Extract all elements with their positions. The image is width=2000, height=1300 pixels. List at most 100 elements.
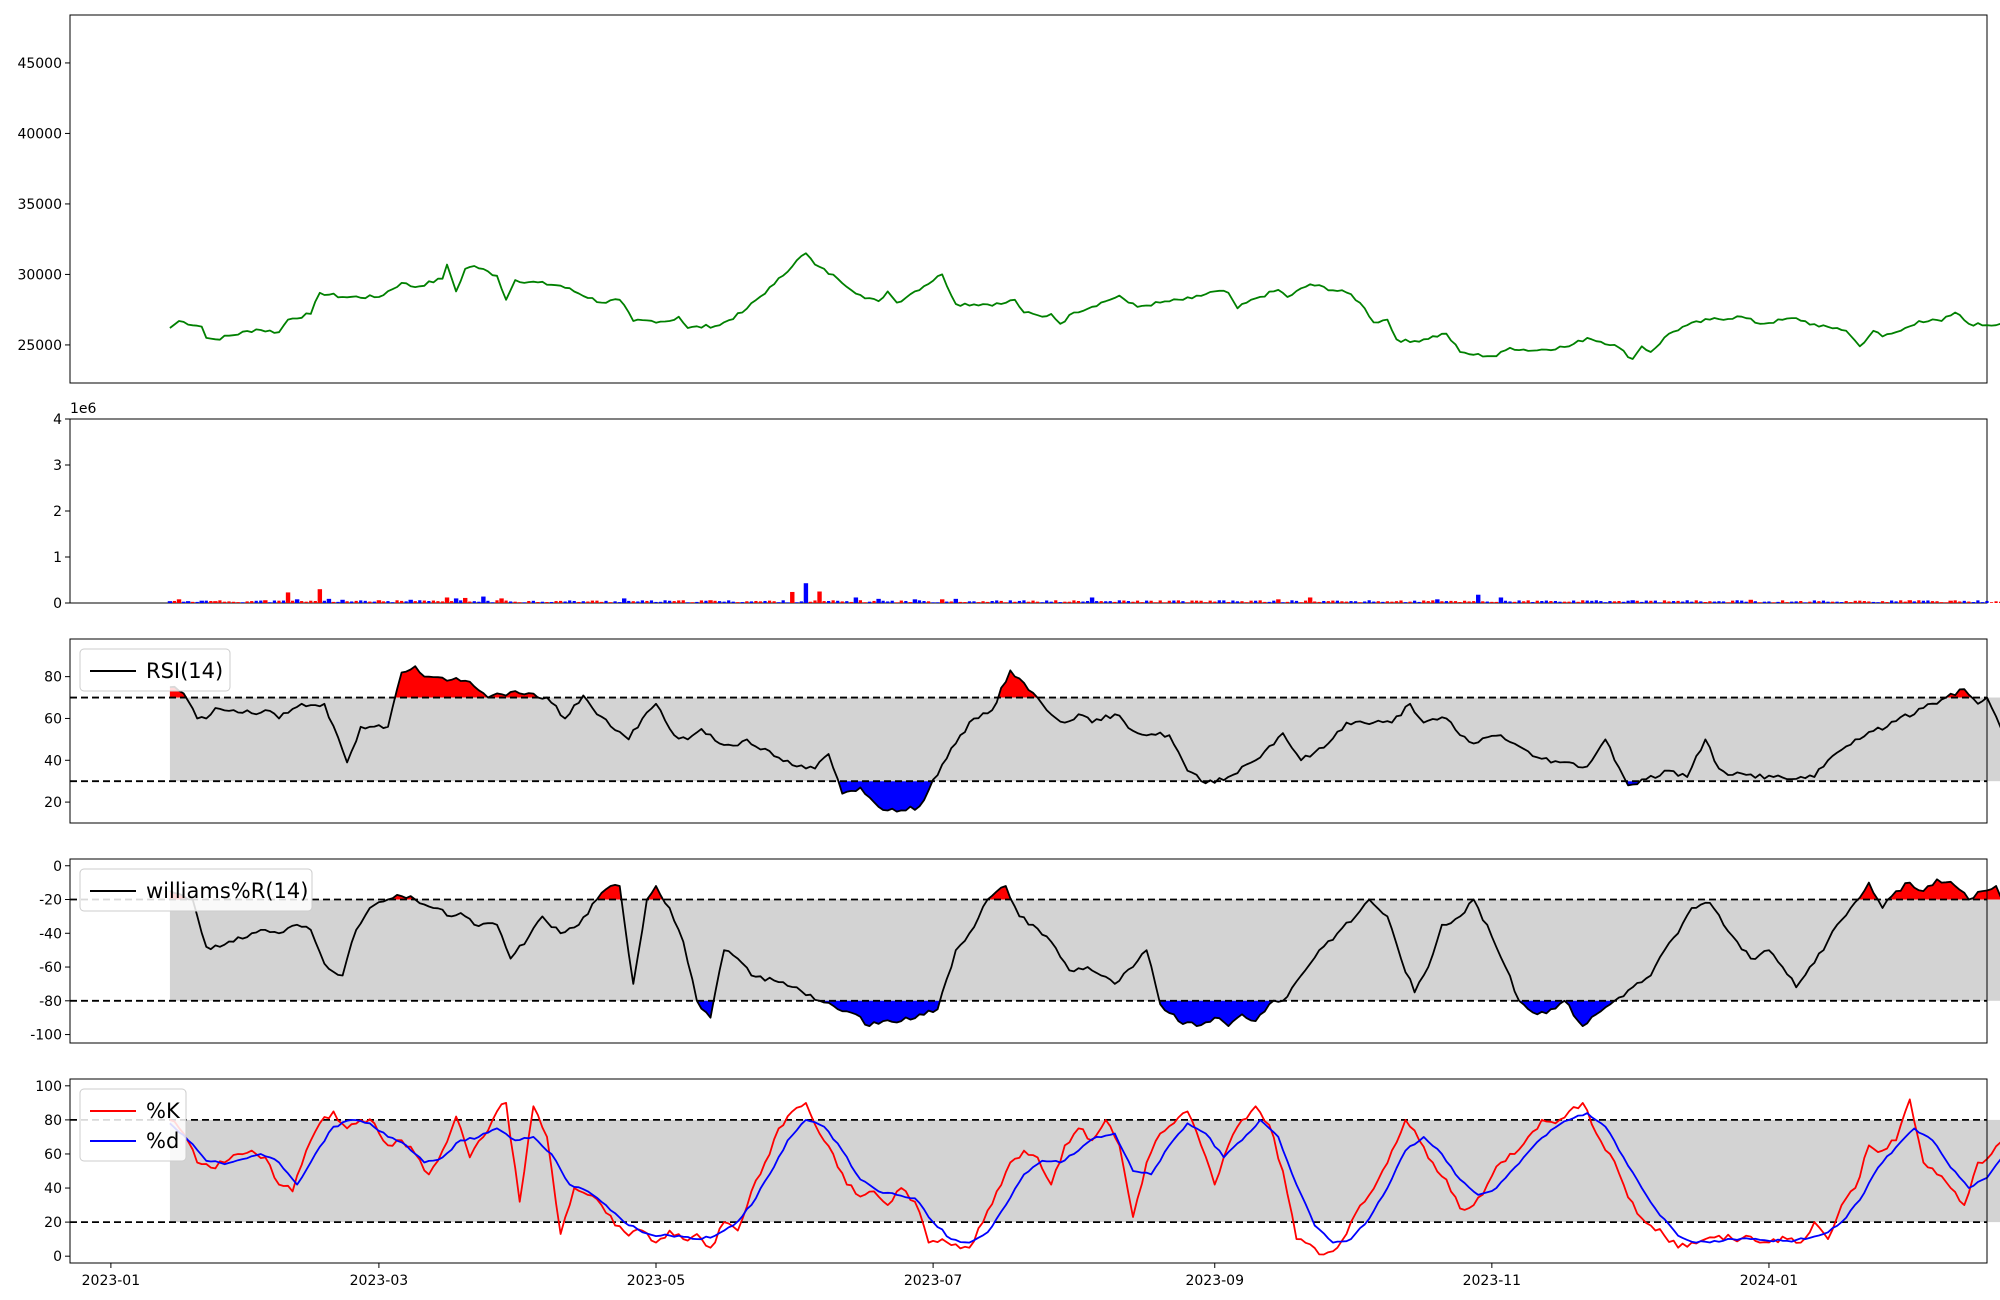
volume-bar bbox=[1040, 602, 1044, 603]
williams-legend-label: williams%R(14) bbox=[146, 879, 308, 903]
volume-bar bbox=[713, 600, 717, 603]
volume-bar bbox=[1526, 600, 1530, 603]
volume-bar bbox=[1853, 600, 1857, 603]
volume-bar bbox=[1626, 600, 1630, 603]
stochastic-legend-label: %d bbox=[146, 1129, 179, 1153]
volume-bar bbox=[931, 602, 935, 603]
volume-bar bbox=[822, 601, 826, 603]
volume-bar bbox=[1049, 601, 1053, 603]
volume-bar bbox=[1785, 602, 1789, 603]
volume-bar bbox=[1803, 602, 1807, 603]
volume-bar bbox=[1204, 602, 1208, 603]
volume-bar bbox=[904, 600, 908, 603]
volume-bar bbox=[926, 601, 931, 603]
volume-bar bbox=[1076, 601, 1081, 603]
stochastic-y-tick-label: 20 bbox=[44, 1215, 62, 1231]
volume-bar bbox=[1408, 601, 1412, 603]
volume-bar bbox=[326, 598, 332, 603]
volume-bar bbox=[1276, 599, 1281, 603]
williams-y-tick-label: -20 bbox=[39, 893, 62, 909]
volume-bar bbox=[1440, 601, 1444, 603]
volume-bar bbox=[781, 600, 785, 603]
volume-bar bbox=[586, 601, 590, 603]
volume-bar bbox=[1967, 601, 1971, 603]
price-y-tick-label: 35000 bbox=[17, 197, 62, 213]
volume-bar bbox=[1930, 601, 1935, 603]
volume-bar bbox=[640, 600, 644, 603]
volume-bar bbox=[549, 601, 554, 603]
volume-bar bbox=[1617, 601, 1621, 603]
volume-bar bbox=[1658, 602, 1662, 603]
volume-bar bbox=[1035, 601, 1040, 603]
volume-bar bbox=[876, 598, 881, 603]
volume-bar bbox=[1871, 601, 1876, 603]
x-tick-label: 2023-05 bbox=[627, 1273, 686, 1289]
volume-bar bbox=[1317, 601, 1321, 603]
volume-bar bbox=[1467, 601, 1471, 603]
volume-bar bbox=[250, 601, 254, 603]
volume-bar bbox=[672, 601, 676, 603]
volume-bar bbox=[1453, 601, 1458, 603]
volume-bar bbox=[604, 600, 608, 603]
volume-bar bbox=[1154, 602, 1158, 603]
volume-bar bbox=[958, 601, 962, 603]
volume-bar bbox=[376, 600, 382, 603]
volume-bar bbox=[827, 601, 831, 603]
volume-bar bbox=[1363, 601, 1367, 603]
volume-bar bbox=[1272, 600, 1276, 603]
volume-bar bbox=[504, 600, 508, 603]
volume-bar bbox=[1017, 600, 1022, 603]
volume-bar bbox=[1535, 600, 1539, 603]
volume-bar bbox=[1254, 600, 1258, 603]
volume-bar bbox=[536, 602, 540, 603]
volume-bar bbox=[1935, 601, 1939, 603]
volume-bar bbox=[1894, 601, 1898, 603]
volume-bar bbox=[1131, 601, 1135, 603]
volume-bar bbox=[1054, 600, 1058, 603]
volume-bar bbox=[1340, 601, 1344, 603]
volume-bar bbox=[431, 600, 436, 603]
x-tick-label: 2023-07 bbox=[904, 1273, 963, 1289]
volume-bar bbox=[1063, 601, 1067, 603]
volume-bar bbox=[1735, 600, 1739, 603]
volume-bar bbox=[1799, 601, 1803, 603]
volume-bar bbox=[1699, 601, 1703, 603]
volume-bar bbox=[395, 600, 399, 603]
volume-bar bbox=[1485, 601, 1489, 603]
volume-bar bbox=[649, 600, 654, 603]
volume-bar bbox=[727, 600, 731, 603]
volume-bar bbox=[1222, 600, 1226, 603]
volume-bar bbox=[939, 599, 945, 603]
volume-bar bbox=[227, 601, 231, 603]
volume-bar bbox=[1708, 601, 1712, 603]
volume-bar bbox=[490, 602, 495, 603]
rsi-y-tick-label: 60 bbox=[44, 711, 62, 727]
x-tick-label: 2023-01 bbox=[82, 1273, 141, 1289]
volume-bar bbox=[1372, 601, 1376, 603]
volume-bar bbox=[990, 600, 994, 603]
rsi-y-tick-label: 20 bbox=[44, 795, 62, 811]
stochastic-y-tick-label: 80 bbox=[44, 1113, 62, 1129]
volume-bar bbox=[527, 600, 531, 603]
volume-bar bbox=[440, 601, 445, 603]
volume-bar bbox=[1939, 602, 1944, 603]
stochastic-panel-frame bbox=[69, 1078, 1988, 1264]
volume-bar bbox=[1508, 601, 1512, 603]
price-panel-frame bbox=[69, 14, 1988, 384]
volume-bar bbox=[899, 600, 903, 603]
volume-bar bbox=[1022, 600, 1026, 603]
volume-bar bbox=[772, 601, 776, 603]
volume-bar bbox=[976, 602, 981, 603]
rsi-overbought-fill bbox=[169, 666, 1972, 698]
williams-oversold-fill bbox=[696, 1000, 1615, 1027]
volume-bar bbox=[786, 602, 790, 603]
volume-bar bbox=[1249, 600, 1253, 603]
volume-bar bbox=[1926, 600, 1930, 603]
volume-bar bbox=[618, 602, 622, 603]
volume-bar bbox=[1226, 601, 1230, 603]
volume-bar bbox=[1290, 600, 1294, 603]
volume-bar bbox=[1172, 600, 1176, 603]
volume-bar bbox=[1462, 600, 1467, 603]
volume-bar bbox=[758, 601, 763, 603]
volume-bar bbox=[285, 592, 291, 603]
